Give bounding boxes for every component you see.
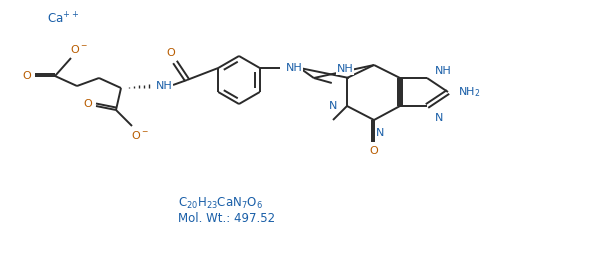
Text: O: O: [370, 146, 378, 156]
Text: O: O: [167, 48, 176, 58]
Text: O$^-$: O$^-$: [70, 43, 88, 55]
Text: Mol. Wt.: 497.52: Mol. Wt.: 497.52: [178, 211, 275, 224]
Text: O: O: [23, 71, 32, 81]
Text: NH: NH: [286, 63, 303, 73]
Text: O: O: [84, 99, 93, 109]
Text: C$_{20}$H$_{23}$CaN$_7$O$_6$: C$_{20}$H$_{23}$CaN$_7$O$_6$: [178, 195, 263, 211]
Text: N: N: [376, 128, 384, 138]
Text: O$^-$: O$^-$: [131, 129, 149, 141]
Text: NH: NH: [435, 66, 452, 76]
Text: NH$_2$: NH$_2$: [458, 85, 481, 99]
Text: N: N: [328, 101, 337, 111]
Text: NH: NH: [337, 64, 353, 74]
Text: Ca$^{++}$: Ca$^{++}$: [47, 11, 79, 27]
Text: N: N: [435, 113, 444, 123]
Text: NH: NH: [156, 81, 173, 91]
